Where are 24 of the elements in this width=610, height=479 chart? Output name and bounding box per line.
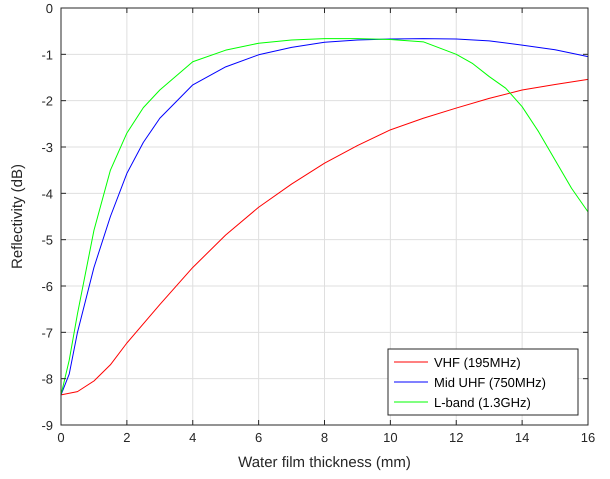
x-tick-label: 10 <box>383 430 398 445</box>
y-tick-label: -2 <box>41 94 53 109</box>
y-tick-label: -7 <box>41 325 53 340</box>
x-tick-label: 14 <box>514 430 530 445</box>
x-axis-title: Water film thickness (mm) <box>238 454 411 471</box>
y-axis-title: Reflectivity (dB) <box>9 164 26 270</box>
legend-label: Mid UHF (750MHz) <box>434 375 546 390</box>
y-tick-label: -6 <box>41 279 53 294</box>
legend-label: L-band (1.3GHz) <box>434 395 531 410</box>
x-tick-label: 2 <box>123 430 130 445</box>
y-tick-label: -9 <box>41 418 53 433</box>
y-tick-label: -5 <box>41 232 53 248</box>
x-tick-label: 0 <box>57 430 65 445</box>
y-tick-label: -3 <box>41 140 53 155</box>
x-tick-label: 6 <box>255 430 262 445</box>
x-tick-label: 8 <box>320 430 328 445</box>
x-tick-label: 12 <box>449 430 464 445</box>
y-tick-label: -8 <box>41 372 53 387</box>
x-tick-label: 4 <box>189 430 196 445</box>
y-tick-label: -1 <box>41 47 53 62</box>
x-tick-label: 16 <box>580 430 596 445</box>
legend-label: VHF (195MHz) <box>434 355 521 370</box>
y-tick-label: -4 <box>41 186 53 202</box>
y-tick-label: 0 <box>46 1 53 16</box>
